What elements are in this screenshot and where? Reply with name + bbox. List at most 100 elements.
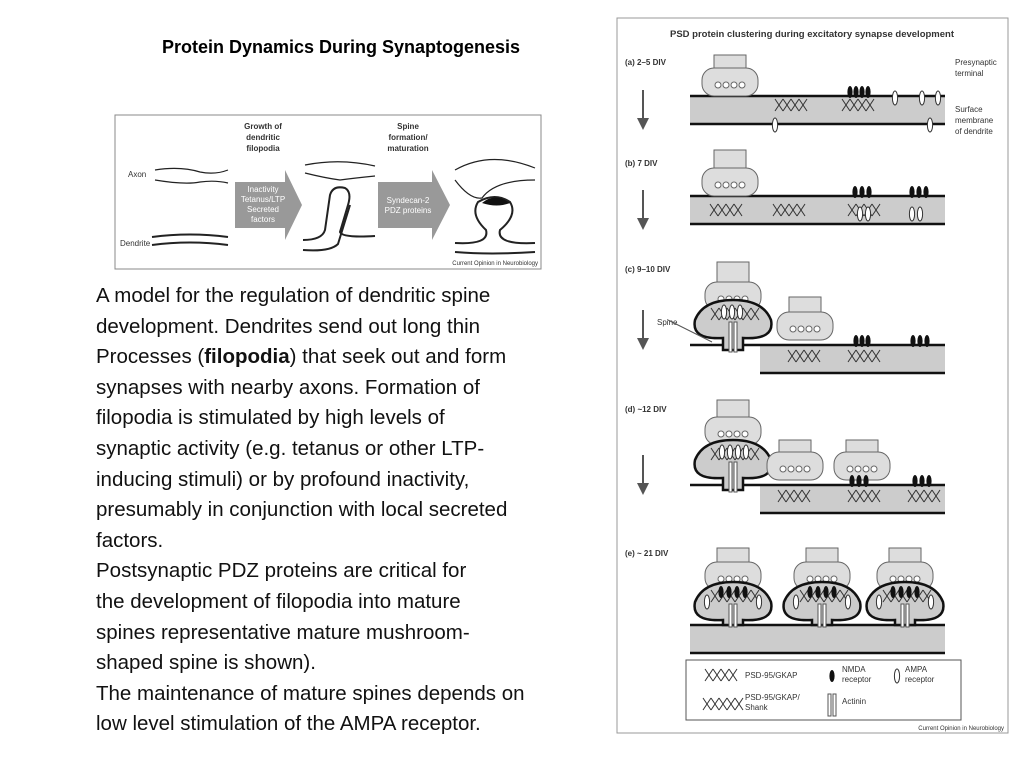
text-segment: ) that seek out and form [289,345,507,369]
hatch [803,349,813,363]
vesicle [889,575,897,583]
nmda [863,475,869,487]
hatch [780,203,790,217]
vesicle [730,181,738,189]
ampa [771,117,779,133]
side-label: membrane [955,116,994,125]
terminal [701,167,759,197]
hatch [799,589,809,603]
arrow-label: factors [251,215,275,224]
hatch [774,98,784,112]
hatch [750,307,760,321]
stage-label: (c) 9–10 DIV [625,265,671,274]
left-figure: Axon Dendrite Growth of dendritic filopo… [114,114,542,270]
nmda [865,335,871,347]
text-segment: A model for the regulation of dendritic … [96,284,491,307]
vesicle [722,81,730,89]
hatch [710,589,720,603]
nmda [909,186,915,198]
ampa [792,594,800,610]
hatch [871,489,881,503]
text-segment: Postsynaptic PDZ proteins are critical f… [96,559,467,583]
hatch [782,98,792,112]
vesicle [738,181,746,189]
vesicle [787,465,795,473]
ampa [934,90,942,106]
hatch [931,489,941,503]
nmda [914,586,920,598]
vesicle [862,465,870,473]
vesicle [813,325,821,333]
hatch [734,589,744,603]
hatch [725,203,735,217]
hatch [734,697,744,711]
nmda [910,335,916,347]
hatch [882,589,892,603]
hatch [841,98,851,112]
hatch [772,203,782,217]
terminal [833,451,891,481]
text-segment: inducing stimuli) or by profound inactiv… [96,467,470,491]
hatch [798,98,808,112]
bold-term: filopodia [204,345,290,369]
nmda [865,86,871,98]
nmda [815,586,821,598]
hatch [712,668,722,682]
body-text: A model for the regulation of dendritic … [96,281,525,740]
text-line: factors. [96,526,525,557]
legend-label: receptor [842,675,872,684]
hatch [914,589,924,603]
stage-label: formation/ [388,133,428,142]
text-segment: synaptic activity (e.g. tetanus or other… [96,436,485,460]
vesicle [803,465,811,473]
legend-box [685,659,962,721]
hatch [801,489,811,503]
slide-title: Protein Dynamics During Synaptogenesis [162,37,520,57]
legend-label: AMPA [905,665,928,674]
ampa [720,304,728,320]
hatch [849,98,859,112]
side-label: of dendrite [955,127,993,136]
hatch [742,307,752,321]
hatch [839,589,849,603]
nmda [859,335,865,347]
text-segment: spines representative mature mushroom- [96,620,470,644]
text-line: Processes (filopodia) that seek out and … [96,342,525,373]
text-line: development. Dendrites send out long thi… [96,312,525,343]
actinin [728,321,733,353]
vesicle [805,325,813,333]
hatch [787,349,797,363]
vesicle [725,430,733,438]
credit: Current Opinion in Neurobiology [452,261,538,267]
hatch [785,489,795,503]
ampa [875,594,883,610]
vesicle [738,81,746,89]
ampa [736,304,744,320]
nmda [859,186,865,198]
text-line: synapses with nearby axons. Formation of [96,373,525,404]
legend-label: Actinin [842,697,866,706]
hatch [807,589,817,603]
text-line: shaped spine is shown). [96,648,525,679]
actinin [733,461,738,493]
arrow [637,118,649,130]
ampa [728,304,736,320]
hatch [823,589,833,603]
hatch [720,668,730,682]
legend-label: Shank [745,703,769,712]
hatch [718,697,728,711]
text-segment: the development of filopodia into mature [96,589,461,613]
axon-label: Axon [128,170,146,179]
nmda [829,670,835,682]
vesicle [741,575,749,583]
nmda [859,86,865,98]
actinin [827,693,832,717]
vesicle [717,575,725,583]
text-segment: The maintenance of mature spines depends… [96,681,525,705]
hatch [847,489,857,503]
text-line: low level stimulation of the AMPA recept… [96,709,525,740]
vesicle [795,465,803,473]
hatch [923,489,933,503]
ampa [891,90,899,106]
